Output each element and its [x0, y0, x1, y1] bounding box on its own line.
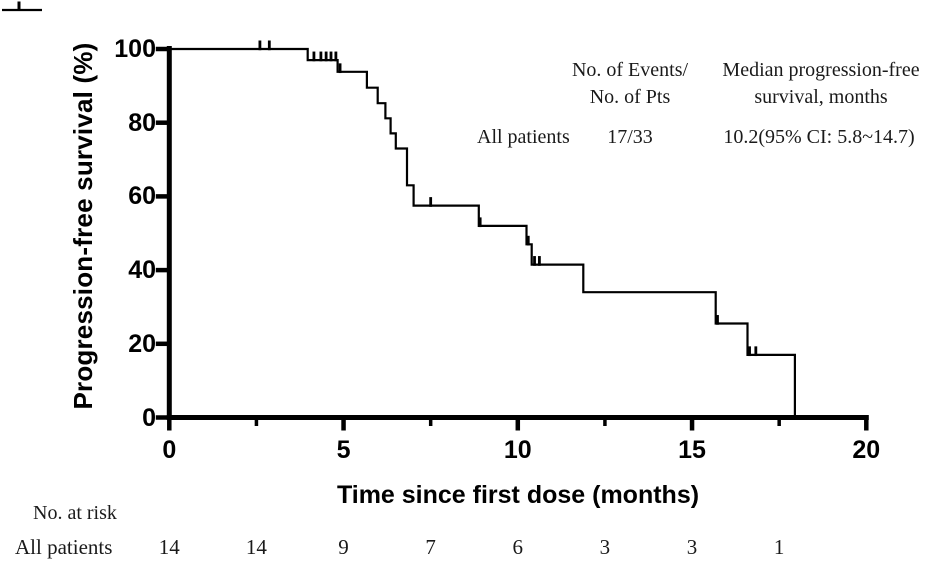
- at-risk-count: 14: [245, 535, 267, 559]
- at-risk-title: No. at risk: [33, 502, 117, 524]
- legend-events-value: 17/33: [607, 126, 653, 148]
- legend-series-name: All patients: [477, 126, 570, 148]
- at-risk-count: 14: [158, 535, 180, 559]
- at-risk-count: 3: [686, 535, 698, 559]
- at-risk-count: 1: [773, 535, 785, 559]
- x-tick-label: 20: [852, 436, 881, 464]
- y-tick-label: 80: [128, 108, 156, 137]
- km-line-symbol: [2, 1, 42, 12]
- x-tick-label: 10: [503, 436, 532, 464]
- at-risk-count: 7: [425, 535, 436, 559]
- y-axis-title: Progression-free survival (%): [68, 42, 98, 410]
- y-tick-label: 20: [128, 329, 156, 358]
- x-tick-label: 5: [336, 436, 351, 464]
- at-risk-count: 6: [512, 535, 524, 559]
- median-header-line2: survival, months: [754, 86, 888, 108]
- x-tick-label: 0: [162, 436, 177, 464]
- legend-median-value: 10.2(95% CI: 5.8~14.7): [723, 126, 915, 148]
- median-column-header: Median progression-free survival, months: [703, 57, 931, 111]
- at-risk-count: 3: [599, 535, 611, 559]
- y-tick-label: 100: [114, 35, 156, 63]
- y-tick-label: 0: [142, 403, 156, 432]
- x-axis-title: Time since first dose (months): [336, 481, 700, 509]
- x-tick-label: 15: [678, 436, 706, 464]
- at-risk-row-label: All patients: [15, 535, 113, 559]
- median-header-line1: Median progression-free: [722, 59, 920, 81]
- y-tick-label: 60: [128, 182, 156, 211]
- events-header-line2: No. of Pts: [589, 86, 671, 108]
- events-column-header: No. of Events/ No. of Pts: [544, 57, 716, 111]
- at-risk-count: 9: [338, 535, 349, 559]
- events-header-line1: No. of Events/: [571, 59, 689, 81]
- km-curve-all-patients: [169, 47, 796, 418]
- y-tick-label: 40: [128, 256, 156, 285]
